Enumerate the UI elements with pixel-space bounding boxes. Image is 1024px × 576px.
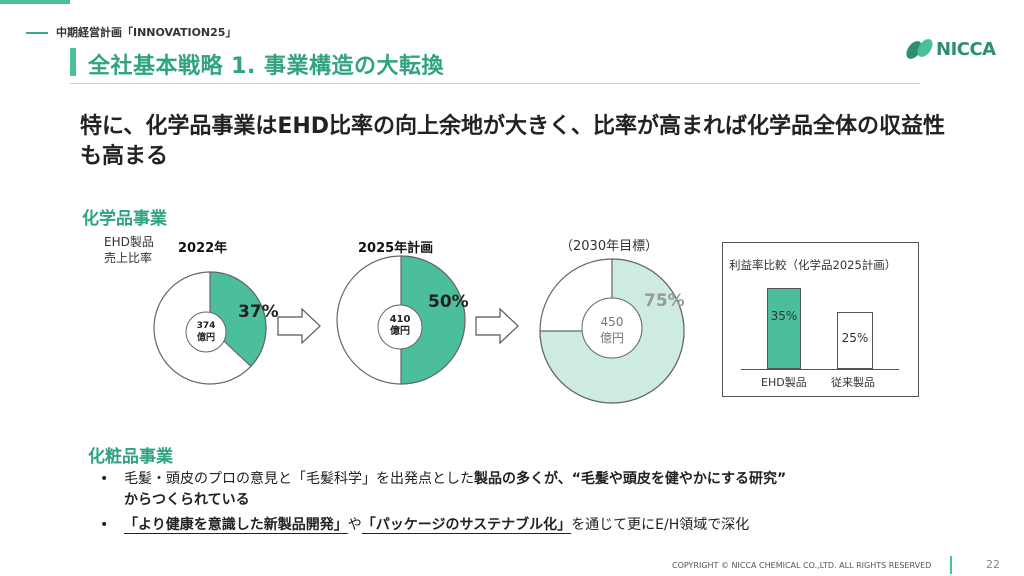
pie-2030-sales-unit: 億円 <box>599 331 624 345</box>
bar-conventional <box>837 312 873 369</box>
pie-2030 <box>539 258 685 404</box>
breadcrumb-line <box>26 32 48 34</box>
cosmetics-section-title: 化粧品事業 <box>88 447 173 467</box>
bar-conventional-value: 25% <box>841 331 869 345</box>
pie-2022-ehd-slice <box>209 271 267 368</box>
year-label-2025: 2025年計画 <box>358 241 434 256</box>
logo-text: NICCA <box>936 39 996 60</box>
pie-2022-sales-value: 374 <box>196 321 216 331</box>
headline: 特に、化学品事業はEHD比率の向上余地が大きく、比率が高まれば化学品全体の収益性… <box>80 114 946 169</box>
bar-baseline <box>741 369 899 370</box>
margin-box-title: 利益率比較（化学品2025計画） <box>729 258 897 272</box>
bullet-dot: • <box>100 517 109 533</box>
bullet-2-emphasis-a: 「より健康を意識した新製品開発」 <box>124 517 348 533</box>
page-title: 全社基本戦略 1. 事業構造の大転換 <box>88 54 444 79</box>
logo-leaf-icon <box>906 39 933 59</box>
top-accent-bar <box>0 0 70 4</box>
ratio-label-line1: EHD製品 <box>104 235 154 249</box>
bullet-1-emphasis-cont: からつくられている <box>124 492 250 508</box>
footer-accent <box>950 556 952 574</box>
title-accent <box>70 48 76 76</box>
pie-2030-sales: 450 億円 <box>590 314 634 346</box>
bullet-2-emphasis-b: 「パッケージのサステナブル化」 <box>361 517 572 533</box>
pie-2025-sales: 410 億円 <box>380 314 420 338</box>
year-label-2022: 2022年 <box>178 241 228 256</box>
pie-2030-sales-value: 450 <box>600 315 624 329</box>
pie-2025-pct: 50% <box>428 292 469 312</box>
bullet-1-text: 毛髪・頭皮のプロの意見と「毛髪科学」を出発点とした <box>124 471 474 487</box>
bar-ehd-value: 35% <box>770 309 798 323</box>
pie-2022-sales-unit: 億円 <box>196 333 215 343</box>
nicca-logo: NICCA <box>905 36 1005 62</box>
bar-ehd <box>767 288 801 369</box>
breadcrumb: 中期経営計画「INNOVATION25」 <box>56 26 237 39</box>
title-divider <box>70 83 920 84</box>
bullet-2-connector: や <box>347 517 362 533</box>
pie-2022 <box>153 271 267 385</box>
pie-2030-pct: 75% <box>644 291 685 311</box>
bullet-dot: • <box>100 471 109 487</box>
arrow-right-icon <box>277 307 321 345</box>
bullet-2-tail: を通じて更にE/H領域で深化 <box>571 517 750 533</box>
pie-2025-ehd-slice <box>400 255 466 385</box>
bullet-2: 「より健康を意識した新製品開発」や「パッケージのサステナブル化」を通じて更にE/… <box>124 515 944 536</box>
arrow-right-icon <box>475 307 519 345</box>
pie-2025-sales-value: 410 <box>389 314 411 325</box>
chemical-section-title: 化学品事業 <box>82 209 167 229</box>
bar-ehd-label: EHD製品 <box>761 376 807 389</box>
bullet-1: 毛髪・頭皮のプロの意見と「毛髪科学」を出発点とした製品の多くが、“毛髪や頭皮を健… <box>124 469 944 511</box>
pie-2025-sales-unit: 億円 <box>390 326 410 337</box>
pie-2022-sales: 374 億円 <box>186 320 226 344</box>
copyright: COPYRIGHT © NICCA CHEMICAL CO.,LTD. ALL … <box>672 561 932 570</box>
bar-conventional-label: 従来製品 <box>831 376 875 389</box>
bullet-1-emphasis: 製品の多くが、“毛髪や頭皮を健やかにする研究” <box>474 471 787 487</box>
pie-2022-pct: 37% <box>238 302 279 322</box>
pie-2025 <box>336 255 466 385</box>
margin-comparison-box: 利益率比較（化学品2025計画） 35% 25% EHD製品 従来製品 <box>722 242 919 397</box>
ratio-label-line2: 売上比率 <box>104 251 153 265</box>
year-label-2030: （2030年目標） <box>560 239 659 254</box>
page-number: 22 <box>986 558 1000 571</box>
